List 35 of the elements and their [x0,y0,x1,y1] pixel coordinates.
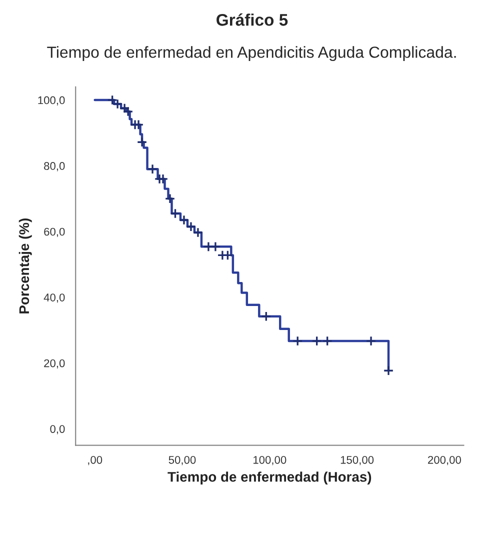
point [112,98,123,110]
x-axis-title: Tiempo de enfermedad (Horas) [168,472,372,485]
point [210,241,221,252]
point [122,106,134,117]
x-tick-label: 200,00 [428,456,462,466]
point [164,193,176,204]
point [178,214,190,226]
point [192,227,204,238]
point [147,164,158,174]
y-tick-label: 60,0 [44,228,65,237]
y-tick-label: 20,0 [44,359,65,369]
point [322,336,333,346]
point [292,336,303,346]
y-tick-label: 80,0 [44,162,65,172]
point [260,311,272,322]
y-tick-label: 100,0 [38,96,65,106]
x-tick-label: 150,00 [340,456,374,466]
x-tick-label: ,00 [88,456,102,466]
point [366,336,376,346]
point [170,208,180,219]
y-axis-title: Porcentaje (%) [18,218,32,314]
point [203,241,214,252]
point [312,336,322,346]
x-tick-label: 100,00 [253,456,286,466]
y-tick-label: 0,0 [50,425,65,434]
point [383,365,394,376]
point [186,221,196,232]
point [222,250,233,260]
point [119,103,130,114]
point [107,94,118,106]
chart-subtitle: Tiempo de enfermedad en Apendicitis Aguda Complicada. [47,46,456,62]
point [136,136,148,148]
chart-title: Gráfico 5 [216,13,288,26]
x-tick-label: 50,00 [168,456,196,466]
y-tick-label: 40,0 [44,294,65,303]
